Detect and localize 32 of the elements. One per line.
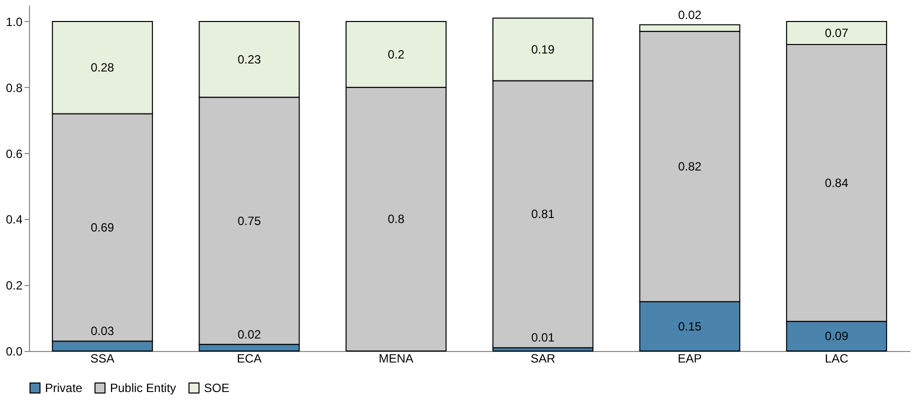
data-label: 0.01 bbox=[531, 330, 555, 345]
x-tick-label: LAC bbox=[824, 352, 849, 366]
data-label: 0.02 bbox=[678, 8, 702, 22]
data-label: 0.81 bbox=[531, 207, 555, 222]
y-tick-label: 0.6 bbox=[6, 146, 23, 161]
x-tick-label: EAP bbox=[678, 352, 702, 366]
legend-label: Private bbox=[45, 381, 83, 395]
x-tick-label: SSA bbox=[90, 352, 114, 366]
data-label: 0.69 bbox=[90, 220, 114, 234]
y-tick-label: 0.0 bbox=[6, 344, 23, 358]
data-label: 0.15 bbox=[678, 319, 702, 334]
data-label: 0.84 bbox=[824, 176, 849, 190]
data-label: 0.07 bbox=[824, 26, 849, 40]
y-tick-label: 1.0 bbox=[6, 14, 23, 29]
x-tick-label: ECA bbox=[236, 352, 262, 366]
data-label: 0.09 bbox=[824, 329, 849, 344]
data-label: 0.8 bbox=[388, 212, 405, 226]
x-tick-label: SAR bbox=[530, 352, 556, 366]
data-label: 0.2 bbox=[388, 47, 405, 62]
y-tick-label: 0.8 bbox=[6, 80, 23, 95]
legend-label: Public Entity bbox=[110, 381, 176, 395]
y-tick-label: 0.2 bbox=[6, 278, 23, 293]
x-tick-label: MENA bbox=[378, 352, 414, 366]
data-label: 0.28 bbox=[90, 60, 114, 75]
legend-label: SOE bbox=[204, 381, 230, 395]
data-label: 0.82 bbox=[678, 159, 702, 174]
data-label: 0.75 bbox=[238, 214, 262, 228]
y-tick-label: 0.4 bbox=[6, 212, 23, 227]
data-label: 0.19 bbox=[531, 42, 555, 56]
data-label: 0.03 bbox=[90, 324, 114, 338]
data-label: 0.02 bbox=[238, 327, 262, 342]
data-label: 0.23 bbox=[238, 52, 262, 66]
